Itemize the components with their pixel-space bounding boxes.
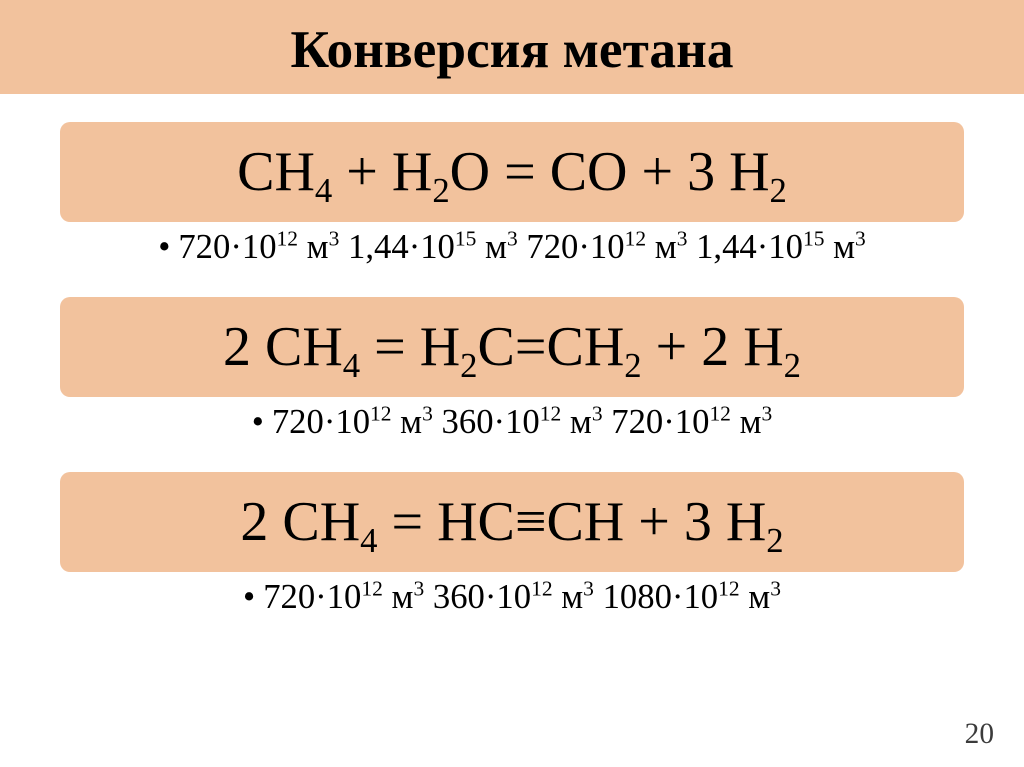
page-title: Конверсия метана — [290, 19, 733, 79]
equation-2: 2 CH4 = H2C=CH2 + 2 H2 — [223, 316, 801, 378]
calc-row-2: •720·1012 м3 360·1012 м3 720·1012 м3 — [60, 403, 964, 442]
equation-box-1: CH4 + H2O = CO + 3 H2 — [60, 122, 964, 222]
equation-box-2: 2 CH4 = H2C=CH2 + 2 H2 — [60, 297, 964, 397]
content-area: CH4 + H2O = CO + 3 H2 •720·1012 м3 1,44·… — [0, 94, 1024, 617]
bullet-icon: • — [252, 403, 264, 441]
bullet-icon: • — [243, 578, 255, 616]
bullet-icon: • — [158, 228, 170, 266]
calc-1: 720·1012 м3 1,44·1015 м3 720·1012 м3 1,4… — [178, 228, 865, 266]
calc-row-1: •720·1012 м3 1,44·1015 м3 720·1012 м3 1,… — [60, 228, 964, 267]
page-number: 20 — [965, 718, 994, 751]
equation-3: 2 CH4 = HC≡CH + 3 H2 — [240, 491, 783, 553]
calc-2: 720·1012 м3 360·1012 м3 720·1012 м3 — [272, 403, 772, 441]
title-band: Конверсия метана — [0, 0, 1024, 94]
calc-row-3: •720·1012 м3 360·1012 м3 1080·1012 м3 — [60, 578, 964, 617]
equation-box-3: 2 CH4 = HC≡CH + 3 H2 — [60, 472, 964, 572]
calc-3: 720·1012 м3 360·1012 м3 1080·1012 м3 — [263, 578, 781, 616]
equation-1: CH4 + H2O = CO + 3 H2 — [237, 141, 787, 203]
